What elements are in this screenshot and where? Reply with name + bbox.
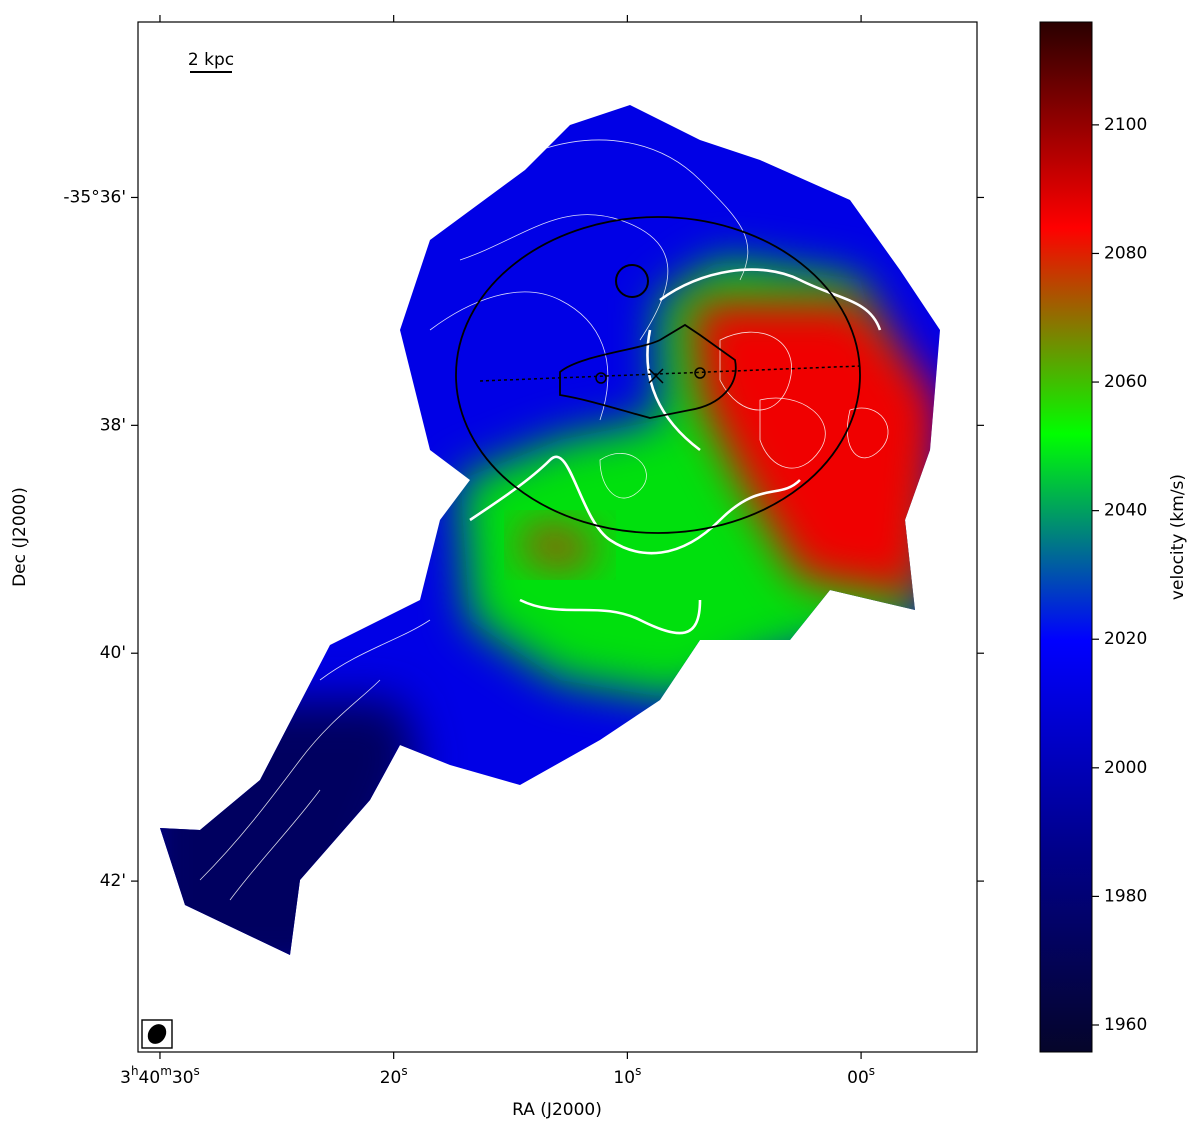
- colorbar-tick-label: 2000: [1104, 758, 1147, 778]
- y-tick-label: 42': [100, 871, 126, 891]
- x-tick-label: 3h40m30s: [120, 1064, 200, 1089]
- colorbar-tick-label: 1960: [1104, 1015, 1147, 1035]
- colorbar-tick-label: 2040: [1104, 501, 1147, 521]
- overlay: [141, 71, 861, 1049]
- x-axis-label: RA (J2000): [512, 1100, 602, 1120]
- y-axis-label: Dec (J2000): [10, 487, 30, 587]
- scale-bar-label: 2 kpc: [188, 50, 234, 70]
- x-tick-label: 10s: [613, 1064, 641, 1089]
- colorbar-label: velocity (km/s): [1168, 474, 1188, 600]
- colorbar-tick-label: 2080: [1104, 243, 1147, 263]
- colorbar-tick-label: 1980: [1104, 886, 1147, 906]
- y-tick-label: -35°36': [63, 187, 126, 207]
- x-tick-label: 20s: [380, 1064, 408, 1089]
- velocity-field: [160, 105, 940, 955]
- y-tick-label: 40': [100, 643, 126, 663]
- colorbar-tick-label: 2060: [1104, 372, 1147, 392]
- x-tick-label: 00s: [847, 1064, 875, 1089]
- colorbar-tick-label: 2020: [1104, 629, 1147, 649]
- plot-frame: [137, 21, 978, 1053]
- y-tick-label: 38': [100, 415, 126, 435]
- colorbar-tick-label: 2100: [1104, 115, 1147, 135]
- colorbar: [1039, 21, 1093, 1053]
